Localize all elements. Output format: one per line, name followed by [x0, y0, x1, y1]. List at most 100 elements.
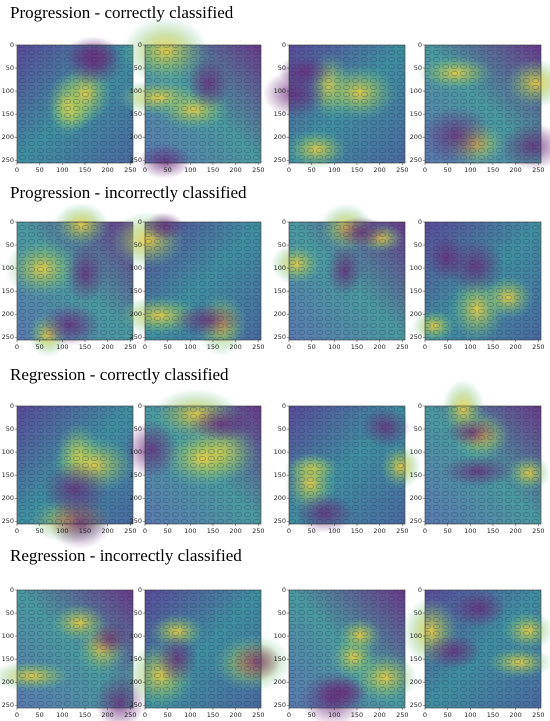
- x-tick-label: 150: [79, 711, 91, 719]
- y-tick-label: 0: [138, 218, 142, 226]
- x-tick-label: 250: [532, 166, 544, 174]
- y-tick-label: 0: [282, 402, 286, 410]
- y-tick-label: 200: [130, 133, 142, 141]
- cell-texture: [289, 406, 405, 524]
- x-tick-label: 50: [36, 711, 44, 719]
- y-tick-label: 150: [2, 110, 14, 118]
- panel-frame: [424, 44, 542, 164]
- y-tick-label: 100: [2, 264, 14, 272]
- y-tick-label: 150: [410, 110, 422, 118]
- y-tick-label: 150: [410, 287, 422, 295]
- panel-frame: [16, 221, 134, 341]
- y-tick-label: 250: [130, 156, 142, 164]
- x-tick-label: 150: [487, 711, 499, 719]
- x-tick-label: 100: [464, 166, 476, 174]
- cell-texture: [425, 45, 541, 163]
- x-tick-label: 100: [328, 527, 340, 535]
- x-tick-label: 0: [143, 711, 147, 719]
- x-tick-label: 250: [124, 343, 136, 351]
- panel-frame: [424, 589, 542, 709]
- x-tick-label: 0: [143, 343, 147, 351]
- x-tick-label: 50: [36, 527, 44, 535]
- y-tick-label: 250: [130, 333, 142, 341]
- x-tick-label: 100: [184, 527, 196, 535]
- y-tick-label: 50: [278, 64, 286, 72]
- y-tick-label: 250: [2, 333, 14, 341]
- y-tick-label: 250: [274, 333, 286, 341]
- y-tick-label: 0: [138, 586, 142, 594]
- cell-texture: [425, 590, 541, 708]
- y-tick-label: 250: [274, 517, 286, 525]
- x-tick-label: 200: [509, 166, 521, 174]
- section-title: Progression - incorrectly classified: [10, 183, 247, 202]
- y-tick-label: 200: [410, 133, 422, 141]
- cell-texture: [17, 590, 133, 708]
- x-tick-label: 100: [184, 343, 196, 351]
- x-tick-label: 200: [101, 343, 113, 351]
- cell-texture: [17, 406, 133, 524]
- panel-frame: [144, 221, 262, 341]
- cell-texture: [425, 222, 541, 340]
- x-tick-label: 100: [184, 711, 196, 719]
- y-tick-label: 100: [410, 87, 422, 95]
- x-tick-label: 200: [509, 343, 521, 351]
- y-tick-label: 50: [278, 609, 286, 617]
- y-tick-label: 150: [130, 287, 142, 295]
- x-tick-label: 50: [444, 527, 452, 535]
- x-tick-label: 50: [308, 711, 316, 719]
- y-tick-label: 150: [2, 471, 14, 479]
- x-tick-label: 0: [287, 166, 291, 174]
- y-tick-label: 100: [130, 87, 142, 95]
- panel-frame: [288, 405, 406, 525]
- x-tick-label: 100: [184, 166, 196, 174]
- y-tick-label: 200: [130, 678, 142, 686]
- y-tick-label: 50: [414, 425, 422, 433]
- x-tick-label: 250: [396, 343, 408, 351]
- x-tick-label: 50: [444, 166, 452, 174]
- x-tick-label: 250: [396, 527, 408, 535]
- y-tick-label: 100: [274, 264, 286, 272]
- y-tick-label: 0: [10, 402, 14, 410]
- cell-texture: [145, 222, 261, 340]
- y-tick-label: 0: [282, 41, 286, 49]
- cell-texture: [289, 222, 405, 340]
- panel-frame: [16, 589, 134, 709]
- y-tick-label: 100: [274, 448, 286, 456]
- x-tick-label: 150: [487, 343, 499, 351]
- panel-frame: [288, 589, 406, 709]
- y-tick-label: 200: [274, 678, 286, 686]
- x-tick-label: 100: [464, 343, 476, 351]
- x-tick-label: 100: [464, 527, 476, 535]
- y-tick-label: 200: [274, 310, 286, 318]
- cell-texture: [145, 590, 261, 708]
- y-tick-label: 50: [6, 609, 14, 617]
- y-tick-label: 250: [2, 517, 14, 525]
- x-tick-label: 150: [351, 166, 363, 174]
- x-tick-label: 50: [308, 527, 316, 535]
- x-tick-label: 0: [423, 343, 427, 351]
- y-tick-label: 250: [2, 701, 14, 709]
- y-tick-label: 100: [2, 448, 14, 456]
- y-tick-label: 50: [134, 609, 142, 617]
- cell-texture: [289, 590, 405, 708]
- x-tick-label: 200: [229, 527, 241, 535]
- y-tick-label: 150: [130, 110, 142, 118]
- x-tick-label: 200: [101, 166, 113, 174]
- x-tick-label: 150: [79, 527, 91, 535]
- y-tick-label: 200: [410, 678, 422, 686]
- x-tick-label: 100: [56, 343, 68, 351]
- y-tick-label: 250: [130, 701, 142, 709]
- x-tick-label: 50: [444, 711, 452, 719]
- y-tick-label: 100: [410, 448, 422, 456]
- x-tick-label: 200: [373, 527, 385, 535]
- x-tick-label: 0: [423, 166, 427, 174]
- y-tick-label: 150: [274, 110, 286, 118]
